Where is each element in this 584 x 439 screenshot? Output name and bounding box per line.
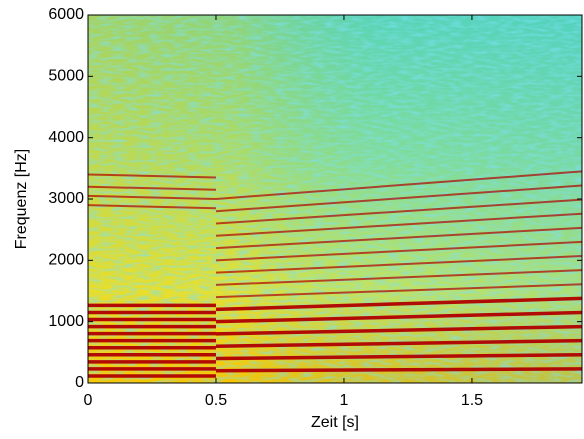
ridge [215, 310, 582, 324]
x-tick-label: 0.5 [205, 392, 227, 409]
ridge [215, 240, 582, 262]
background-texture [88, 15, 582, 383]
y-tick-label: 3000 [48, 190, 84, 207]
ridge [215, 170, 582, 200]
ridge [215, 184, 582, 213]
y-tick-label: 0 [75, 374, 84, 391]
y-tick-label: 2000 [48, 252, 84, 269]
ridge [88, 194, 217, 200]
ridge [215, 338, 582, 348]
ridge [88, 173, 217, 179]
x-tick-label: 0 [84, 392, 93, 409]
ridge [88, 204, 217, 210]
ridge [215, 255, 582, 274]
y-tick-label: 1000 [48, 313, 84, 330]
plot-background [88, 15, 582, 383]
ridge [215, 269, 582, 286]
ridge [215, 296, 582, 312]
y-tick-label: 4000 [48, 129, 84, 146]
ridge [215, 353, 582, 361]
ridge [215, 324, 582, 336]
y-tick-label: 6000 [48, 6, 84, 23]
x-axis-label: Zeit [s] [311, 414, 359, 431]
y-tick-label: 5000 [48, 68, 84, 85]
ridges [88, 170, 582, 378]
ridge [215, 198, 582, 225]
ridge [215, 283, 582, 299]
x-tick-label: 1.5 [461, 392, 483, 409]
ridge [88, 185, 217, 191]
ridge [215, 367, 582, 373]
y-axis-label: Frequenz [Hz] [13, 149, 30, 249]
ridge [215, 212, 582, 237]
x-tick-label: 1 [340, 392, 349, 409]
ridge [215, 226, 582, 250]
